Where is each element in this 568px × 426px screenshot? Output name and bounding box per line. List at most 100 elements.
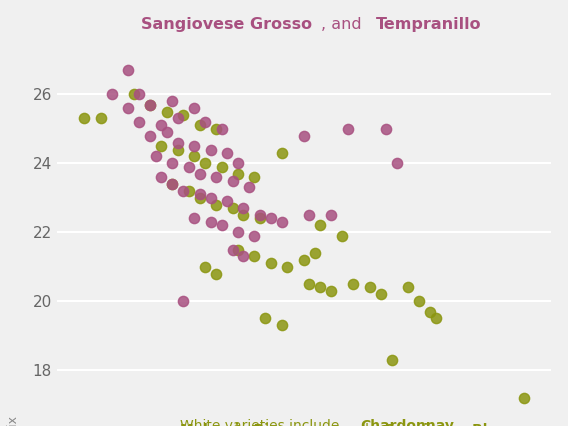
- Point: [519, 394, 528, 401]
- Point: [190, 153, 199, 160]
- Point: [168, 98, 177, 105]
- Point: [168, 160, 177, 167]
- Point: [195, 191, 204, 198]
- Point: [261, 315, 270, 322]
- Point: [157, 122, 166, 129]
- Text: Sauvignon Blanc: Sauvignon Blanc: [386, 423, 515, 426]
- Point: [239, 253, 248, 260]
- Point: [124, 105, 133, 112]
- Point: [233, 229, 243, 236]
- Text: Malvasia Bianca: Malvasia Bianca: [181, 423, 306, 426]
- Point: [178, 112, 187, 118]
- Point: [250, 232, 259, 239]
- Text: rix: rix: [6, 414, 19, 426]
- Point: [195, 122, 204, 129]
- Point: [195, 170, 204, 177]
- Point: [217, 222, 226, 229]
- Text: ,: ,: [489, 419, 494, 426]
- Point: [206, 219, 215, 225]
- Point: [228, 246, 237, 253]
- Point: [404, 284, 413, 291]
- Point: [162, 129, 171, 135]
- Point: [168, 181, 177, 187]
- Point: [145, 101, 154, 108]
- Point: [392, 160, 402, 167]
- Point: [145, 132, 154, 139]
- Text: , and: , and: [321, 17, 367, 32]
- Point: [217, 125, 226, 132]
- Point: [201, 160, 210, 167]
- Point: [266, 260, 275, 267]
- Point: [316, 222, 325, 229]
- Point: [233, 246, 243, 253]
- Point: [266, 215, 275, 222]
- Point: [211, 201, 220, 208]
- Point: [129, 91, 138, 98]
- Point: [305, 212, 314, 219]
- Point: [201, 263, 210, 270]
- Point: [299, 256, 308, 263]
- Text: Tempranillo: Tempranillo: [375, 17, 481, 32]
- Point: [206, 146, 215, 153]
- Point: [305, 281, 314, 288]
- Point: [178, 187, 187, 194]
- Point: [425, 308, 435, 315]
- Point: [135, 118, 144, 125]
- Point: [124, 67, 133, 74]
- Point: [135, 91, 144, 98]
- Point: [256, 212, 265, 219]
- Point: [178, 298, 187, 305]
- Point: [277, 219, 286, 225]
- Point: [190, 215, 199, 222]
- Point: [145, 101, 154, 108]
- Point: [233, 170, 243, 177]
- Point: [96, 115, 105, 122]
- Point: [173, 115, 182, 122]
- Point: [233, 160, 243, 167]
- Point: [277, 322, 286, 329]
- Point: [343, 125, 352, 132]
- Text: Sangiovese Grosso: Sangiovese Grosso: [141, 17, 312, 32]
- Point: [250, 174, 259, 181]
- Point: [299, 132, 308, 139]
- Point: [173, 146, 182, 153]
- Point: [228, 177, 237, 184]
- Point: [184, 163, 193, 170]
- Point: [157, 174, 166, 181]
- Point: [382, 125, 391, 132]
- Point: [228, 205, 237, 212]
- Point: [338, 232, 347, 239]
- Text: White varieties include: White varieties include: [181, 419, 344, 426]
- Point: [211, 174, 220, 181]
- Point: [195, 194, 204, 201]
- Point: [310, 250, 319, 256]
- Point: [239, 205, 248, 212]
- Point: [431, 315, 440, 322]
- Point: [173, 139, 182, 146]
- Point: [190, 105, 199, 112]
- Point: [223, 150, 232, 156]
- Point: [151, 153, 160, 160]
- Point: [168, 181, 177, 187]
- Point: [250, 253, 259, 260]
- Point: [211, 125, 220, 132]
- Point: [277, 150, 286, 156]
- Point: [256, 215, 265, 222]
- Point: [415, 298, 424, 305]
- Point: [217, 163, 226, 170]
- Point: [80, 115, 89, 122]
- Point: [201, 118, 210, 125]
- Point: [239, 212, 248, 219]
- Point: [349, 281, 358, 288]
- Point: [184, 187, 193, 194]
- Point: [211, 270, 220, 277]
- Point: [387, 357, 396, 363]
- Point: [283, 263, 292, 270]
- Point: [223, 198, 232, 204]
- Text: Chardonnay: Chardonnay: [361, 419, 454, 426]
- Point: [327, 288, 336, 294]
- Text: , and: , and: [333, 423, 373, 426]
- Point: [365, 284, 374, 291]
- Point: [376, 291, 385, 298]
- Point: [327, 212, 336, 219]
